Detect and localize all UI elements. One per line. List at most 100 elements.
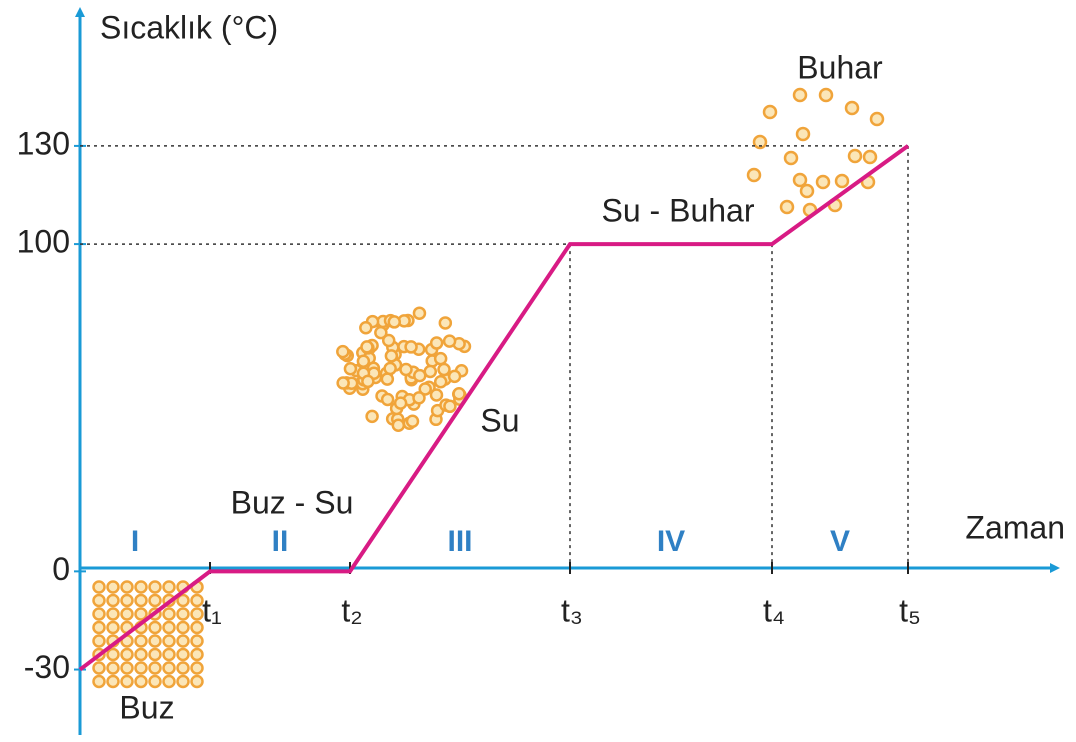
ice-particle <box>108 676 119 687</box>
ice-particle <box>150 582 161 593</box>
water-particle <box>431 338 442 349</box>
water-particle <box>406 341 417 352</box>
water-particle <box>449 371 460 382</box>
chart: Sıcaklık (°C) Zaman -300100130t₁t₂t₃t₄t₅… <box>0 0 1076 742</box>
x-axis-label: Zaman <box>965 509 1065 545</box>
ice-particle <box>122 676 133 687</box>
ice-particle <box>178 636 189 647</box>
ice-particle <box>122 609 133 620</box>
ice-particle <box>164 609 175 620</box>
x-tick-label: t₃ <box>561 592 583 628</box>
ice-particle <box>122 663 133 674</box>
water-particle <box>439 364 450 375</box>
ice-particle <box>150 595 161 606</box>
x-tick-label: t₂ <box>341 592 362 628</box>
y-tick-label: 0 <box>52 551 70 587</box>
water-particle <box>382 374 393 385</box>
water-particle <box>454 388 465 399</box>
ice-particle <box>192 649 203 660</box>
ice-particle <box>192 676 203 687</box>
region-label: I <box>131 525 139 558</box>
ice-particle <box>150 636 161 647</box>
ice-particle <box>94 636 105 647</box>
ice-particle <box>136 609 147 620</box>
vapor-particle <box>785 152 797 164</box>
ice-particle <box>164 663 175 674</box>
ice-particle <box>108 649 119 660</box>
water-particle <box>414 308 425 319</box>
vapor-particle <box>801 185 813 197</box>
ice-particle <box>178 622 189 633</box>
ice-particle <box>122 582 133 593</box>
ice-particle <box>164 636 175 647</box>
ice-particle <box>122 649 133 660</box>
y-tick-label: 100 <box>17 224 70 260</box>
y-tick-label: -30 <box>24 649 70 685</box>
region-label: IV <box>657 525 685 558</box>
ice-particle <box>178 609 189 620</box>
phase-label: Su <box>480 402 519 438</box>
vapor-particle <box>781 201 793 213</box>
water-particle <box>382 394 393 405</box>
water-particle <box>375 327 386 338</box>
x-tick-label: t₁ <box>202 592 222 628</box>
ice-particle <box>192 609 203 620</box>
water-particle <box>413 392 424 403</box>
water-particle <box>358 356 369 367</box>
ice-particle <box>94 582 105 593</box>
ice-particle <box>136 663 147 674</box>
region-label: III <box>447 525 472 558</box>
phase-label: Buz - Su <box>231 484 354 520</box>
water-particle <box>385 363 396 374</box>
x-tick-label: t₄ <box>763 592 785 628</box>
region-label: V <box>830 525 850 558</box>
water-particle <box>401 364 412 375</box>
vapor-particle <box>846 102 858 114</box>
vapor-particle <box>748 169 760 181</box>
ice-particle <box>192 636 203 647</box>
ice-particle <box>150 622 161 633</box>
ice-particle <box>136 595 147 606</box>
ice-particle <box>136 636 147 647</box>
water-particle <box>362 376 373 387</box>
vapor-particle <box>864 151 876 163</box>
ice-particle <box>94 676 105 687</box>
y-axis-label: Sıcaklık (°C) <box>100 9 278 45</box>
water-particle <box>395 398 406 409</box>
ice-particle <box>108 582 119 593</box>
water-particle <box>414 370 425 381</box>
ice-particle <box>150 663 161 674</box>
ice-particle <box>94 609 105 620</box>
ice-particle <box>136 649 147 660</box>
ice-particle <box>108 663 119 674</box>
ice-particle <box>178 663 189 674</box>
ice-particle <box>164 582 175 593</box>
ice-particle <box>192 595 203 606</box>
vapor-particle <box>836 175 848 187</box>
vapor-particle <box>820 89 832 101</box>
water-particle <box>444 336 455 347</box>
water-particle <box>386 350 397 361</box>
ice-particle <box>94 622 105 633</box>
ice-particle <box>150 649 161 660</box>
water-particle <box>367 411 378 422</box>
y-tick-label: 130 <box>17 125 70 161</box>
ice-particle <box>94 595 105 606</box>
vapor-particle <box>794 89 806 101</box>
ice-particle <box>136 582 147 593</box>
water-particle <box>435 353 446 364</box>
ice-particle <box>122 595 133 606</box>
water-particle <box>431 390 442 401</box>
phase-label: Buz <box>119 689 174 725</box>
ice-particle <box>178 649 189 660</box>
ice-particle <box>178 676 189 687</box>
water-particle <box>444 401 455 412</box>
vapor-particle <box>794 174 806 186</box>
vapor-particle <box>797 128 809 140</box>
ice-particle <box>150 676 161 687</box>
phase-label: Buhar <box>797 49 883 85</box>
phase-label: Su - Buhar <box>602 192 755 228</box>
ice-particle <box>192 622 203 633</box>
vapor-particle <box>817 176 829 188</box>
region-label: II <box>272 525 289 558</box>
